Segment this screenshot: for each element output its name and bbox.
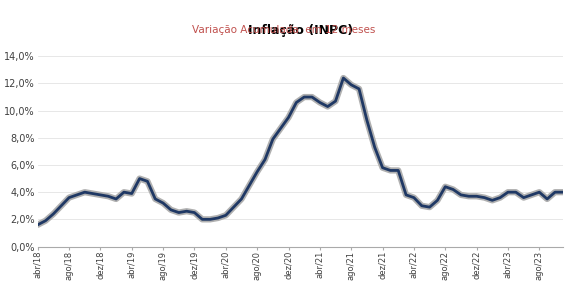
Text: Variação Acumulada  em 12 meses: Variação Acumulada em 12 meses: [192, 25, 375, 35]
Title: Inflação (INPC): Inflação (INPC): [248, 24, 353, 37]
